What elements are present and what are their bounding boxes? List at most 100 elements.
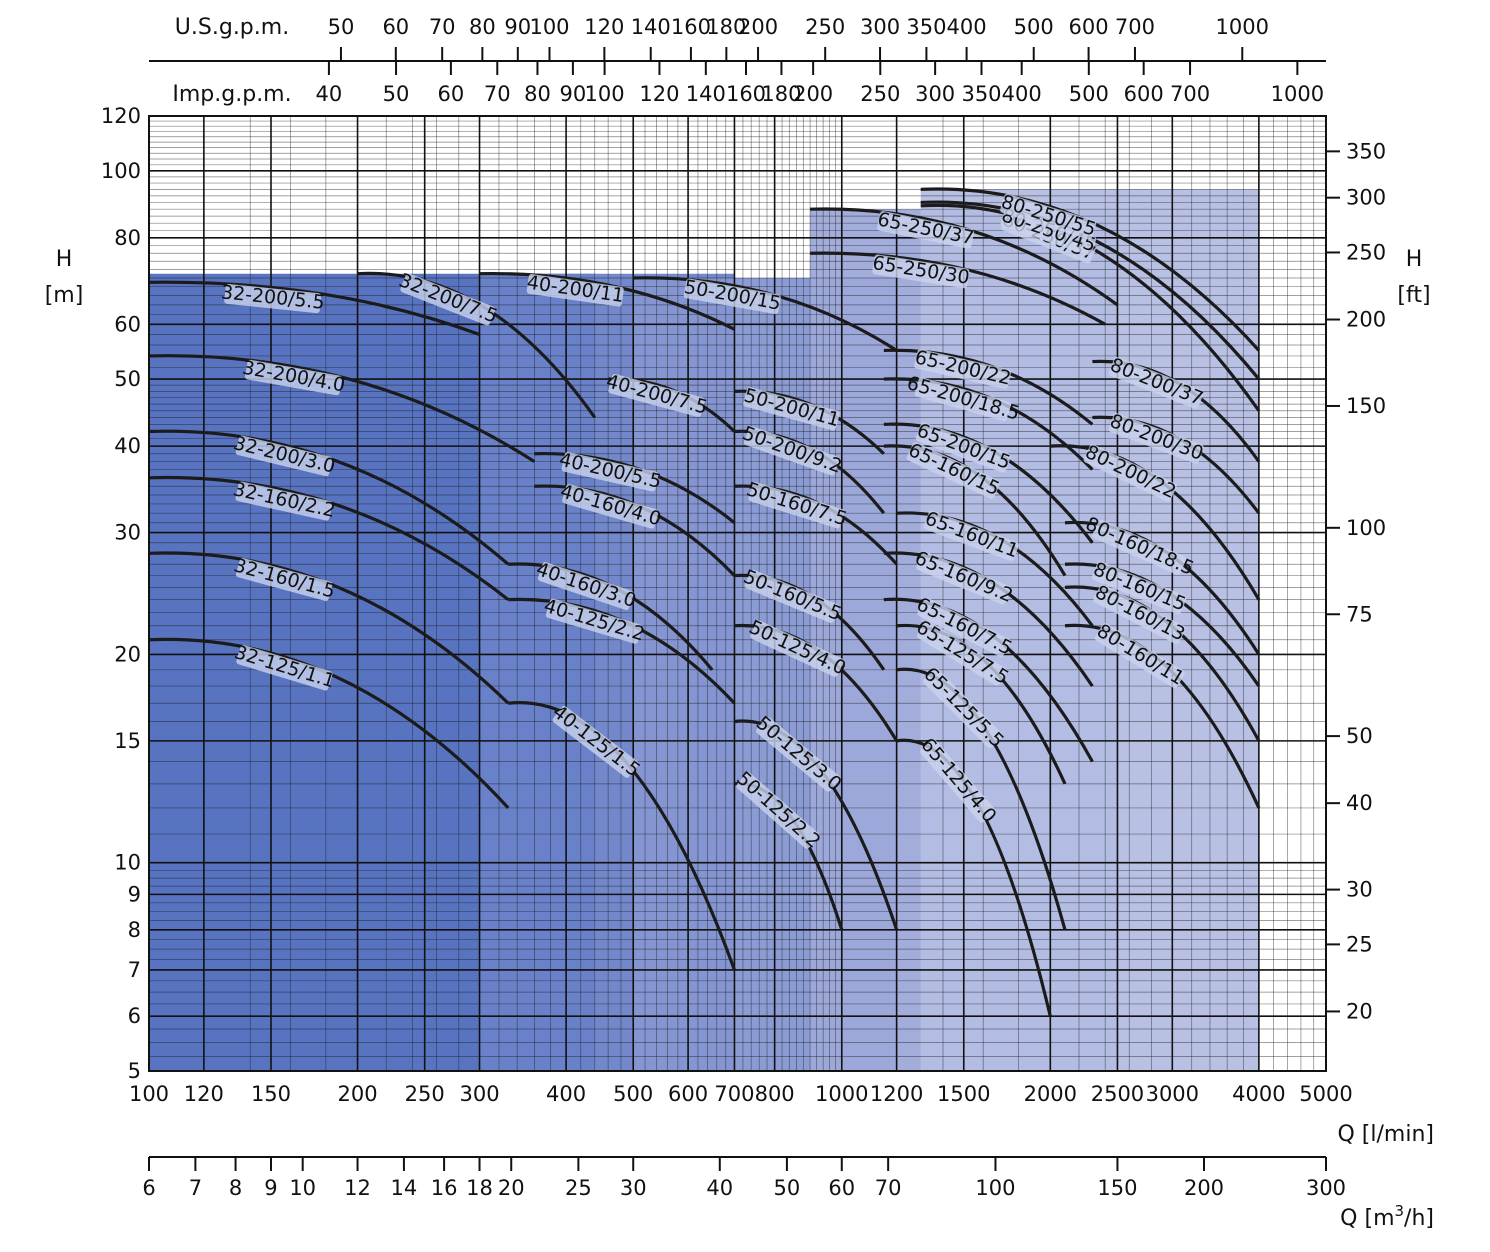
x-bottom-tick-label: 2500 xyxy=(1091,1082,1144,1106)
x-impgpm-tick-label: 120 xyxy=(639,82,679,106)
x-bottom-tick-label: 120 xyxy=(184,1082,224,1106)
x-m3h-title: Q [m3/h] xyxy=(1340,1202,1434,1231)
y-left-tick-label: 100 xyxy=(101,159,141,183)
x-bottom-tick-label: 1200 xyxy=(870,1082,923,1106)
series-label-bg xyxy=(906,442,1001,499)
curve-80-250-55 xyxy=(920,187,1261,352)
x-usgpm-tick-label: 500 xyxy=(1014,15,1054,39)
x-bottom-tick-label: 300 xyxy=(459,1082,499,1106)
y-left-tick-label: 10 xyxy=(114,851,141,875)
series-label-bg xyxy=(748,482,845,529)
x-usgpm-tick-label: 60 xyxy=(382,15,409,39)
x-usgpm-tick-label: 350 xyxy=(906,15,946,39)
x-usgpm-tick-label: 70 xyxy=(429,15,456,39)
x-usgpm-tick-label: 400 xyxy=(947,15,987,39)
x-m3h-tick-label: 9 xyxy=(264,1176,277,1200)
x-usgpm-tick-label: 600 xyxy=(1069,15,1109,39)
x-impgpm-tick-label: 250 xyxy=(860,82,900,106)
x-impgpm-tick-label: 50 xyxy=(383,82,410,106)
series-label-bg xyxy=(915,422,1011,473)
y-left-tick-label: 5 xyxy=(128,1059,141,1083)
x-m3h-tick-label: 30 xyxy=(620,1176,647,1200)
x-bottom-tick-label: 1500 xyxy=(937,1082,990,1106)
series-label-bg xyxy=(235,481,333,521)
x-usgpm-tick-label: 300 xyxy=(860,15,900,39)
x-impgpm-tick-label: 40 xyxy=(316,82,343,106)
x-impgpm-tick-label: 100 xyxy=(585,82,625,106)
series-label-bg xyxy=(537,562,634,611)
x-usgpm-tick-label: 120 xyxy=(584,15,624,39)
pump-zones xyxy=(149,189,1259,1071)
series-label-bg xyxy=(1092,519,1187,575)
series-label-bg xyxy=(552,705,639,778)
series-label-bg xyxy=(923,668,1003,749)
x-m3h-tick-label: 8 xyxy=(229,1176,242,1200)
series-label-bg xyxy=(236,644,333,691)
x-bottom-tick-label: 1000 xyxy=(815,1082,868,1106)
y-right-tick-label: 300 xyxy=(1346,186,1386,210)
curve-32-200-3-0 xyxy=(149,429,510,566)
y-right-tick-label: 250 xyxy=(1346,240,1386,264)
x-impgpm-tick-label: 1000 xyxy=(1271,82,1324,106)
series-label-bg xyxy=(1091,561,1187,615)
series-label-bg xyxy=(756,717,841,792)
x-impgpm-tick-label: 600 xyxy=(1124,82,1164,106)
x-impgpm-tick-label: 70 xyxy=(484,82,511,106)
series-label-bg xyxy=(744,426,840,476)
series-label-bg xyxy=(872,254,970,289)
y-right-tick-label: 50 xyxy=(1346,724,1373,748)
y-left-unit: [m] xyxy=(45,283,84,308)
series-label-bg xyxy=(917,597,1011,657)
x-m3h-tick-label: 60 xyxy=(828,1176,855,1200)
x-m3h-title-prefix: Q [m xyxy=(1340,1206,1394,1231)
x-bottom-title: Q [l/min] xyxy=(1338,1122,1435,1147)
x-bottom-tick-label: 100 xyxy=(129,1082,169,1106)
x-m3h-tick-label: 50 xyxy=(774,1176,801,1200)
x-bottom-tick-label: 500 xyxy=(613,1082,653,1106)
x-usgpm-tick-label: 1000 xyxy=(1216,15,1269,39)
axes: 1201008060504030201510987653503002502001… xyxy=(101,15,1386,1200)
curve-80-250-45 xyxy=(920,200,1261,381)
curve-32-160-2-2 xyxy=(149,475,510,601)
x-m3h-tick-label: 70 xyxy=(875,1176,902,1200)
x-m3h-tick-label: 16 xyxy=(431,1176,458,1200)
x-impgpm-tick-label: 700 xyxy=(1170,82,1210,106)
x-m3h-tick-label: 18 xyxy=(466,1176,493,1200)
series-label-bg xyxy=(683,278,781,315)
x-usgpm-tick-label: 250 xyxy=(805,15,845,39)
y-right-tick-label: 150 xyxy=(1346,394,1386,418)
x-m3h-tick-label: 12 xyxy=(344,1176,371,1200)
series-label-bg xyxy=(877,211,975,249)
x-m3h-tick-label: 200 xyxy=(1184,1176,1224,1200)
x-bottom-tick-label: 150 xyxy=(251,1082,291,1106)
series-label-bg xyxy=(545,598,643,644)
series-label-bg xyxy=(235,557,333,601)
y-right-tick-label: 200 xyxy=(1346,308,1386,332)
x-usgpm-tick-label: 700 xyxy=(1115,15,1155,39)
series-label-bg xyxy=(743,387,840,431)
x-m3h-tick-label: 6 xyxy=(142,1176,155,1200)
series-label-bg xyxy=(914,377,1012,422)
x-bottom-tick-label: 5000 xyxy=(1299,1082,1352,1106)
y-left-tick-label: 6 xyxy=(128,1004,141,1028)
y-left-title: H xyxy=(56,247,73,272)
series-label-bg xyxy=(608,373,705,417)
series-label-bg xyxy=(235,435,333,477)
x-m3h-tick-label: 14 xyxy=(391,1176,418,1200)
series-label-bg xyxy=(1108,356,1204,409)
y-left-tick-label: 9 xyxy=(128,882,141,906)
series-label-bg xyxy=(916,620,1008,686)
x-m3h-title-suffix: /h] xyxy=(1404,1206,1434,1231)
series-label-bg xyxy=(1083,444,1177,502)
x-m3h-tick-label: 10 xyxy=(289,1176,316,1200)
x-impgpm-tick-label: 160 xyxy=(726,82,766,106)
x-m3h-tick-label: 40 xyxy=(706,1176,733,1200)
series-label-bg xyxy=(1108,413,1204,464)
x-bottom-tick-label: 700 xyxy=(714,1082,754,1106)
x-impgpm-tick-label: 350 xyxy=(961,82,1001,106)
series-label-bg xyxy=(1094,623,1185,689)
curve-32-200-5-5 xyxy=(149,280,481,336)
series-label-bg xyxy=(1000,193,1097,240)
x-usgpm-tick-label: 80 xyxy=(469,15,496,39)
